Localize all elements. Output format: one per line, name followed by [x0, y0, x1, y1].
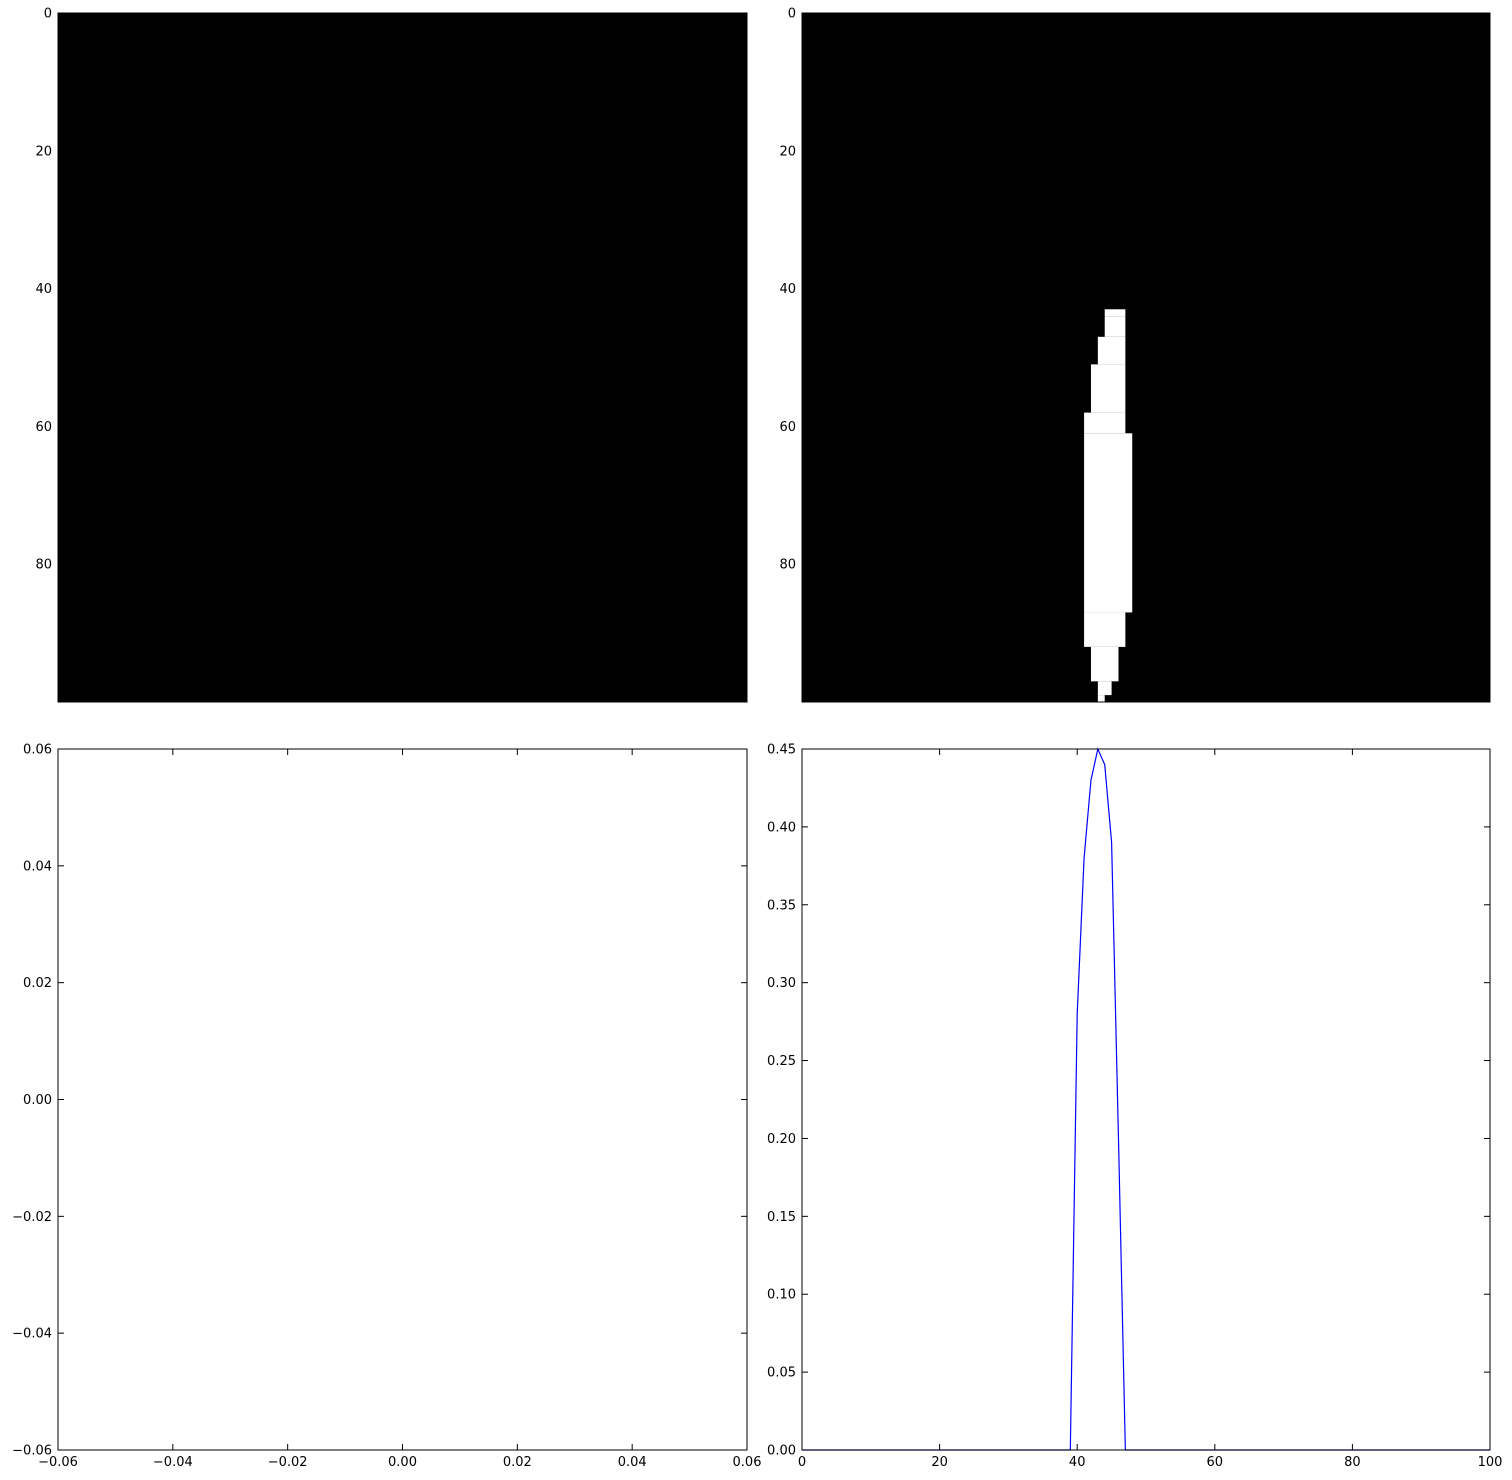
- y-tick-label: 0: [788, 7, 796, 22]
- image-foreground-run: [1084, 412, 1126, 434]
- y-tick-label: 20: [35, 144, 52, 159]
- y-tick-label: 0.20: [767, 1132, 796, 1147]
- y-tick-label: 0.25: [767, 1054, 796, 1069]
- y-tick-label: 0.45: [767, 743, 796, 758]
- x-tick-label: 0.02: [503, 1455, 532, 1470]
- y-tick-label: 80: [779, 558, 796, 573]
- x-tick-label: −0.02: [268, 1455, 308, 1470]
- axes-frame: [801, 748, 1491, 1451]
- axes-frame: [57, 748, 748, 1451]
- y-tick-label: 60: [35, 420, 52, 435]
- image-foreground-run: [1097, 681, 1112, 696]
- image-foreground-run: [1084, 612, 1126, 647]
- y-tick-label: 0.00: [23, 1093, 52, 1108]
- x-tick-label: 100: [1478, 1455, 1503, 1470]
- image-foreground-run: [1090, 646, 1119, 682]
- image-background: [802, 13, 1490, 702]
- y-tick-label: 0.15: [767, 1210, 796, 1225]
- axes-frame: [801, 12, 1491, 703]
- y-tick-label: 0.05: [767, 1366, 796, 1381]
- image-foreground-run: [1090, 364, 1126, 413]
- x-tick-label: 80: [1344, 1455, 1361, 1470]
- y-tick-label: 0.10: [767, 1288, 796, 1303]
- x-tick-label: 20: [931, 1455, 948, 1470]
- y-tick-label: 0.02: [23, 976, 52, 991]
- x-tick-label: 60: [1207, 1455, 1224, 1470]
- panel-top-right: 0 20 40 60 80: [779, 7, 1491, 703]
- plot-background: [58, 749, 747, 1450]
- y-tick-label: 0.35: [767, 898, 796, 913]
- x-tick-label: 0.00: [388, 1455, 417, 1470]
- y-tick-label: −0.06: [12, 1444, 52, 1459]
- image-foreground-run: [1084, 433, 1133, 613]
- y-tick-label: 40: [779, 282, 796, 297]
- x-tick-label: 0: [798, 1455, 806, 1470]
- plot-background: [802, 749, 1490, 1450]
- y-tick-label: 60: [779, 420, 796, 435]
- y-tick-label: 0.04: [23, 859, 52, 874]
- panel-top-left: 0 20 40 60 80: [35, 7, 748, 703]
- x-tick-label: 0.06: [733, 1455, 762, 1470]
- y-tick-label: 0.00: [767, 1444, 796, 1459]
- x-tick-label: 40: [1069, 1455, 1086, 1470]
- y-tick-label: 40: [35, 282, 52, 297]
- image-foreground-run: [1104, 316, 1126, 337]
- y-tick-label: 0.40: [767, 820, 796, 835]
- y-tick-label: −0.04: [12, 1327, 52, 1342]
- y-tick-label: 0.30: [767, 976, 796, 991]
- y-tick-label: 20: [779, 144, 796, 159]
- panel-bottom-right: 0.00 0.05 0.10 0.15 0.20 0.25 0.30 0.35 0.40 0.45…: [767, 743, 1502, 1471]
- y-tick-label: 80: [35, 558, 52, 573]
- image-foreground-run: [1104, 309, 1126, 317]
- image-foreground-run: [1097, 336, 1126, 365]
- y-tick-label: −0.02: [12, 1210, 52, 1225]
- image-background: [58, 13, 747, 702]
- x-tick-label: 0.04: [618, 1455, 647, 1470]
- y-tick-label: 0: [44, 7, 52, 22]
- x-tick-label: −0.04: [153, 1455, 193, 1470]
- panel-bottom-left: −0.06 −0.04 −0.02 0.00 0.02 0.04 0.06 −0.06 −0.0…: [12, 743, 761, 1471]
- y-tick-label: 0.06: [23, 743, 52, 758]
- x-tick-label: −0.06: [38, 1455, 78, 1470]
- image-foreground-run: [1097, 695, 1105, 702]
- axes-frame: [57, 12, 748, 703]
